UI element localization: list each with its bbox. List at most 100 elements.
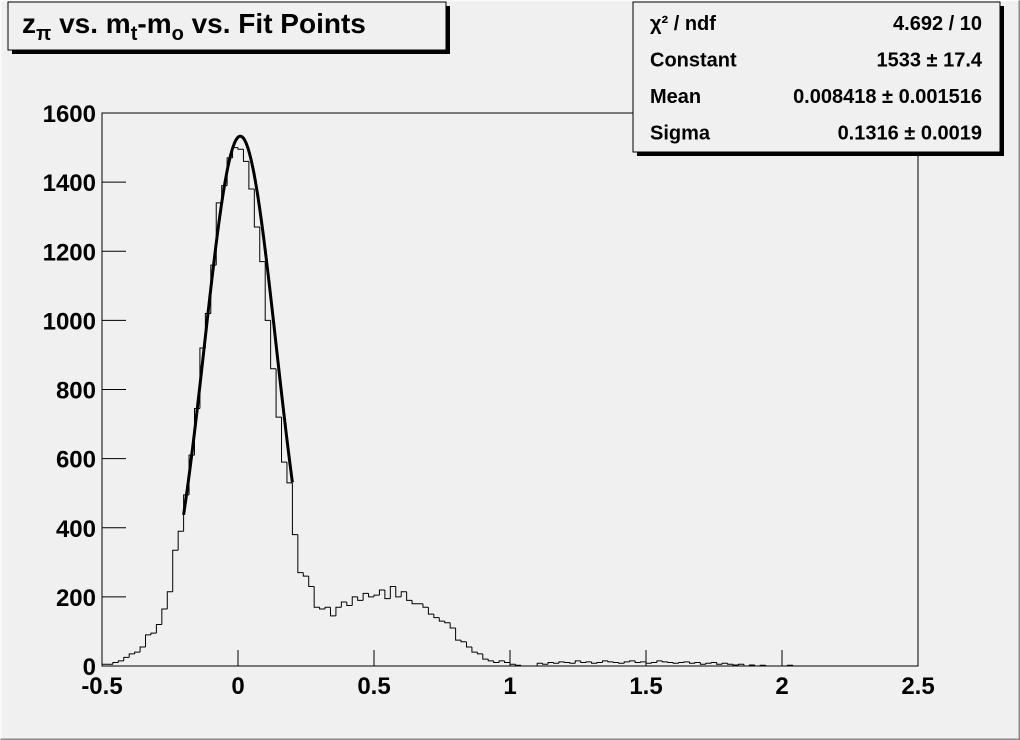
histogram-bin [732,664,739,666]
histogram-bin [389,586,396,599]
histogram-bin [395,586,402,598]
stats-frame [632,1,1001,153]
histogram-bin [172,549,179,592]
histogram-bin [591,661,598,664]
y-tick-label: 800 [56,378,96,405]
histogram-bin [727,663,734,665]
histogram-bin [134,651,141,654]
histogram-bin [329,607,336,617]
histogram-bin [313,586,320,608]
histogram-bin [324,606,331,609]
histogram-bin [297,534,304,574]
histogram-bin [340,601,347,608]
y-tick-label: 0 [83,654,96,681]
histogram-bin [101,663,108,666]
histogram-bin [612,661,619,664]
histogram-bin [351,596,358,606]
histogram-bin [253,189,260,228]
x-tick-label: 1.5 [629,673,662,700]
histogram-bin [128,653,135,658]
histogram-bin [694,662,701,664]
y-tick-label: 1400 [43,170,96,197]
histogram-bin [640,661,646,663]
histogram-bin [400,591,407,597]
title-subscript: o [172,23,184,45]
histogram-bin [553,662,559,664]
x-tick-label: 0 [231,673,244,700]
x-tick-label: 2 [775,673,788,700]
histogram-bin [482,653,489,660]
histogram-bin [574,660,581,664]
histogram-bin [710,662,717,664]
histogram-bin [378,589,385,596]
histogram-bin [721,662,728,665]
histogram-bin [471,646,478,653]
stats-value: 0.1316 ± 0.0019 [838,123,982,145]
histogram-bin [427,607,434,615]
histogram-bin [384,589,391,600]
histogram-bin [155,624,162,634]
stats-label: Mean [650,86,701,108]
stats-rows: χ² / ndf 4.692 / 10 Constant 1533 ± 17.4 Mea… [650,13,983,145]
histogram-bin [699,662,706,665]
histogram-bin [248,161,255,190]
title-frame [7,1,447,51]
histogram-bin [411,600,418,605]
histogram-bin [259,227,266,263]
x-tick-label: 0.5 [357,673,390,700]
x-tick-label: 1 [503,673,516,700]
histogram-bin [465,641,472,648]
stats-label: Constant [650,50,737,72]
histogram-bin [281,417,287,463]
histogram-bin [264,261,271,321]
histogram-bin [569,662,576,664]
histogram-bin [319,607,326,610]
histogram-bin [476,652,483,655]
histogram-bin [656,660,663,663]
title-text: vs. m [51,8,130,39]
histogram-bin [754,664,761,667]
histogram-bin [520,665,527,667]
histogram-bin [705,662,712,665]
histogram-bin [743,664,750,667]
histogram-bin [667,661,674,664]
histogram-bin [177,530,184,551]
histogram-bin [596,662,603,664]
histogram-bin [683,661,690,663]
histogram-bin [607,660,614,663]
histogram-bin [123,656,130,661]
histogram-bin [504,660,510,664]
stats-label: χ² / ndf [650,13,716,35]
histogram-bin [737,663,744,665]
histogram-bin [455,627,462,641]
histogram-bin [444,621,451,624]
histogram-bin [357,596,364,601]
title-text: vs. Fit Points [184,8,366,39]
histogram-bin [433,614,440,619]
title-text: -m [137,8,171,39]
y-tick-label: 1200 [43,239,96,266]
histogram-bin [308,576,315,588]
histogram-bin [792,665,799,667]
stats-label: Sigma [650,123,711,145]
y-tick-label: 400 [56,516,96,543]
histogram-bin [542,663,549,665]
stats-box: χ² / ndf 4.692 / 10 Constant 1533 ± 17.4 Mea… [632,1,1004,156]
histogram-bin [759,664,766,666]
histogram-bin [406,591,413,601]
histogram-bin [672,662,679,664]
histogram-bin [765,665,772,667]
fit-curve [182,134,294,516]
x-tick-label: 2.5 [901,673,934,700]
stats-value: 4.692 / 10 [893,13,982,35]
title-subscript: t [131,23,138,45]
histogram-bin [487,659,494,662]
histogram-bin [563,661,570,664]
histogram-bin [422,603,429,608]
histogram-bin [112,662,119,665]
histogram-bin [166,591,173,609]
histogram-bin [629,660,636,662]
histogram-bin [623,661,630,664]
